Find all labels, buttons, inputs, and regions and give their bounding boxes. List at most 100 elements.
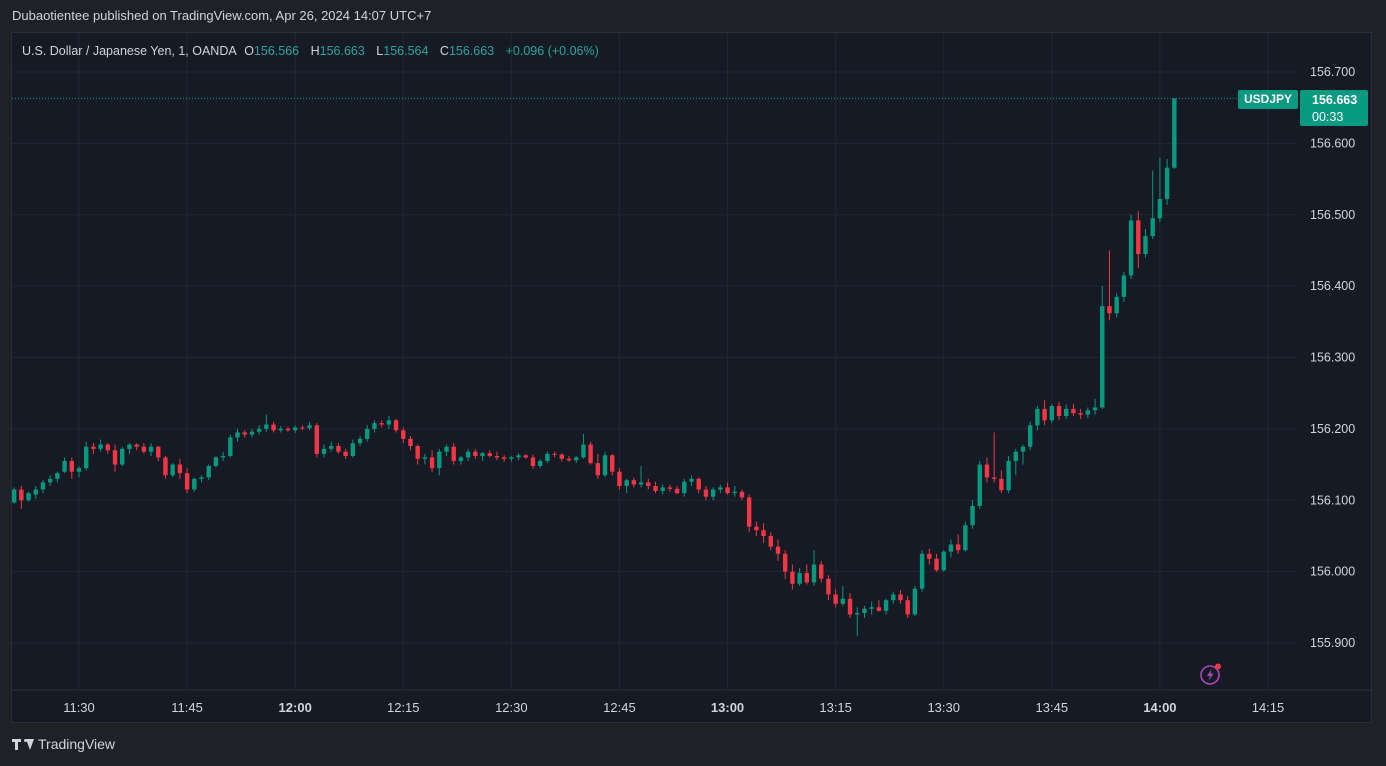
candle-body <box>1049 406 1055 421</box>
candle-body <box>638 482 644 485</box>
candle-body <box>1085 410 1091 415</box>
candle-body <box>1071 408 1076 414</box>
candle-body <box>646 482 651 486</box>
candle-body <box>999 478 1004 491</box>
candle-body <box>1056 406 1062 417</box>
candle-body <box>725 487 730 494</box>
legend-low-value: 156.564 <box>383 44 429 58</box>
chart-legend: U.S. Dollar / Japanese Yen, 1, OANDA O15… <box>22 44 599 58</box>
candle-body <box>285 428 291 431</box>
candle-body <box>516 455 521 458</box>
candle-body <box>919 553 925 589</box>
candle-body <box>1150 218 1155 237</box>
x-tick-label: 14:15 <box>1252 700 1285 715</box>
candle-body <box>1121 275 1127 297</box>
candle-body <box>292 427 298 431</box>
legend-close-label: C <box>439 44 449 58</box>
candle-body <box>732 491 737 494</box>
candle-body <box>739 491 745 498</box>
candle-body <box>199 477 204 479</box>
candle-body <box>826 578 831 595</box>
x-tick-label: 13:15 <box>819 700 852 715</box>
candle-body <box>184 473 190 490</box>
candle-body <box>177 464 183 474</box>
candle-body <box>790 571 795 584</box>
x-tick-label: 12:00 <box>279 700 312 715</box>
candle-body <box>112 450 118 465</box>
x-tick-label: 14:00 <box>1143 700 1176 715</box>
legend-close-value: 156.663 <box>448 44 495 58</box>
candle-body <box>1013 451 1018 461</box>
chart-frame[interactable] <box>11 32 1372 723</box>
candle-body <box>1164 167 1170 200</box>
candle-body <box>977 464 982 506</box>
candle-body <box>314 425 319 454</box>
candle-body <box>228 437 233 456</box>
candle-body <box>617 471 622 486</box>
flash-icon[interactable] <box>1199 663 1221 685</box>
candle-body <box>559 454 565 459</box>
x-tick-label: 11:45 <box>171 700 203 715</box>
candle-body <box>588 444 593 464</box>
candle-body <box>242 432 247 435</box>
candle-body <box>667 487 673 489</box>
candle-body <box>523 455 528 458</box>
candle-body <box>26 493 31 501</box>
candle-body <box>927 553 932 559</box>
candle-body <box>847 598 853 615</box>
candle-body <box>1143 236 1148 255</box>
y-tick-label: 156.700 <box>1310 65 1355 79</box>
candle-body <box>127 444 132 449</box>
x-tick-label: 13:45 <box>1036 700 1069 715</box>
candle-body <box>1006 460 1011 491</box>
symbol-price-tag: USDJPY <box>1238 90 1299 109</box>
last-price-tag: 156.663 00:33 <box>1300 90 1368 126</box>
candle-body <box>19 489 24 501</box>
x-tick-label: 13:30 <box>927 700 960 715</box>
candle-body <box>55 473 60 479</box>
candle-body <box>47 478 53 483</box>
legend-change: +0.096 (+0.06%) <box>505 44 599 58</box>
candle-body <box>1157 199 1163 219</box>
candle-body <box>76 468 82 472</box>
candle-body <box>574 457 579 461</box>
candle-body <box>610 455 615 472</box>
candle-body <box>631 480 637 485</box>
candle-body <box>948 544 954 552</box>
candle-body <box>991 477 997 479</box>
candle-body <box>69 460 74 472</box>
candle-body <box>422 457 428 459</box>
candle-body <box>1035 408 1040 426</box>
legend-high-label: H <box>310 44 320 58</box>
candle-body <box>163 457 168 476</box>
candle-body <box>487 453 492 456</box>
candle-body <box>120 448 125 465</box>
candle-body <box>408 438 413 447</box>
y-tick-label: 156.000 <box>1310 565 1355 579</box>
candle-body <box>1172 98 1177 168</box>
candle-body <box>941 551 946 571</box>
tradingview-brand[interactable]: TradingView <box>12 736 115 752</box>
candle-body <box>1028 425 1033 447</box>
y-tick-label: 156.200 <box>1310 422 1355 436</box>
candle-body <box>934 558 939 571</box>
candle-body <box>235 432 240 438</box>
candle-body <box>689 478 694 482</box>
legend-open-label: O <box>244 44 254 58</box>
candle-body <box>148 446 154 452</box>
y-tick-label: 156.300 <box>1310 351 1355 365</box>
candle-body <box>357 438 363 444</box>
candle-body <box>1092 407 1098 411</box>
candle-body <box>581 444 586 458</box>
candle-body <box>869 607 874 609</box>
candle-body <box>105 444 111 451</box>
candle-body <box>653 485 658 491</box>
legend-high-value: 156.663 <box>319 44 365 58</box>
y-tick-label: 156.600 <box>1310 136 1355 150</box>
candle-body <box>811 564 817 583</box>
candle-body <box>393 420 399 431</box>
candle-body <box>134 444 139 447</box>
x-tick-label: 12:30 <box>495 700 528 715</box>
candle-body <box>156 446 161 458</box>
